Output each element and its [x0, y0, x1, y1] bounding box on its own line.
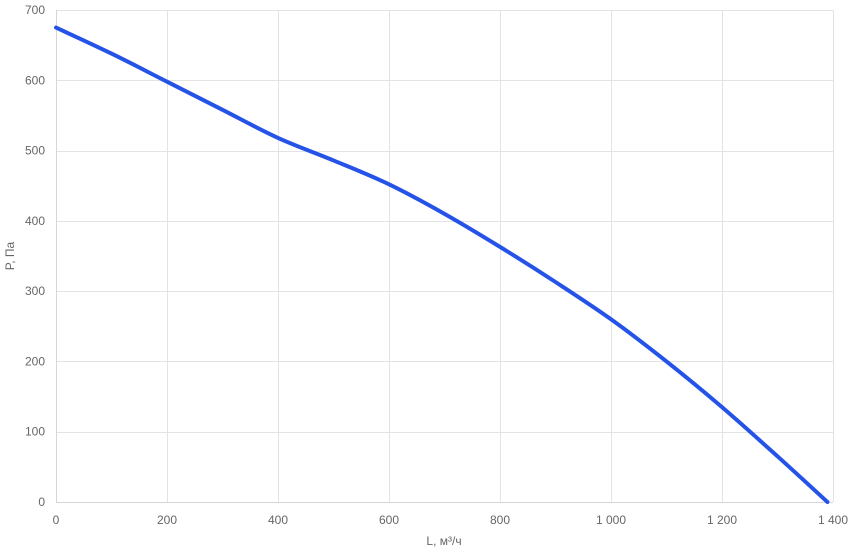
y-axis-title: P, Па [3, 241, 17, 270]
y-tick-label: 700 [25, 3, 45, 17]
x-axis-tick-labels: 0 200 400 600 800 1 000 1 200 1 400 [53, 513, 849, 527]
y-tick-label: 0 [38, 495, 45, 509]
series-point [720, 405, 724, 409]
series-point [221, 108, 225, 112]
y-tick-label: 200 [25, 354, 45, 368]
series-line [54, 25, 830, 504]
series-group [54, 25, 830, 504]
x-tick-label: 600 [379, 513, 399, 527]
x-tick-label: 1 200 [707, 513, 737, 527]
y-tick-label: 600 [25, 73, 45, 87]
y-tick-label: 500 [25, 144, 45, 158]
x-tick-label: 0 [53, 513, 60, 527]
series-point [498, 245, 502, 249]
x-tick-label: 1 400 [818, 513, 848, 527]
series-point [276, 136, 280, 140]
series-point [110, 52, 114, 56]
series-point [443, 212, 447, 216]
x-axis-title: L, м³/ч [426, 534, 461, 548]
x-tick-label: 800 [490, 513, 510, 527]
y-tick-label: 400 [25, 214, 45, 228]
y-tick-label: 100 [25, 425, 45, 439]
series-point [165, 80, 169, 84]
series-point [825, 500, 829, 504]
series-point [554, 280, 558, 284]
series-point [776, 454, 780, 458]
series-point [332, 158, 336, 162]
x-tick-label: 200 [157, 513, 177, 527]
x-tick-label: 400 [268, 513, 288, 527]
series-point [665, 359, 669, 363]
axes [56, 10, 833, 503]
y-tick-label: 300 [25, 284, 45, 298]
series-point [54, 26, 58, 30]
series-point [387, 182, 391, 186]
grid [56, 10, 834, 502]
series-point [609, 317, 613, 321]
y-axis-tick-labels: 0 100 200 300 400 500 600 700 [25, 3, 45, 509]
x-tick-label: 1 000 [596, 513, 626, 527]
